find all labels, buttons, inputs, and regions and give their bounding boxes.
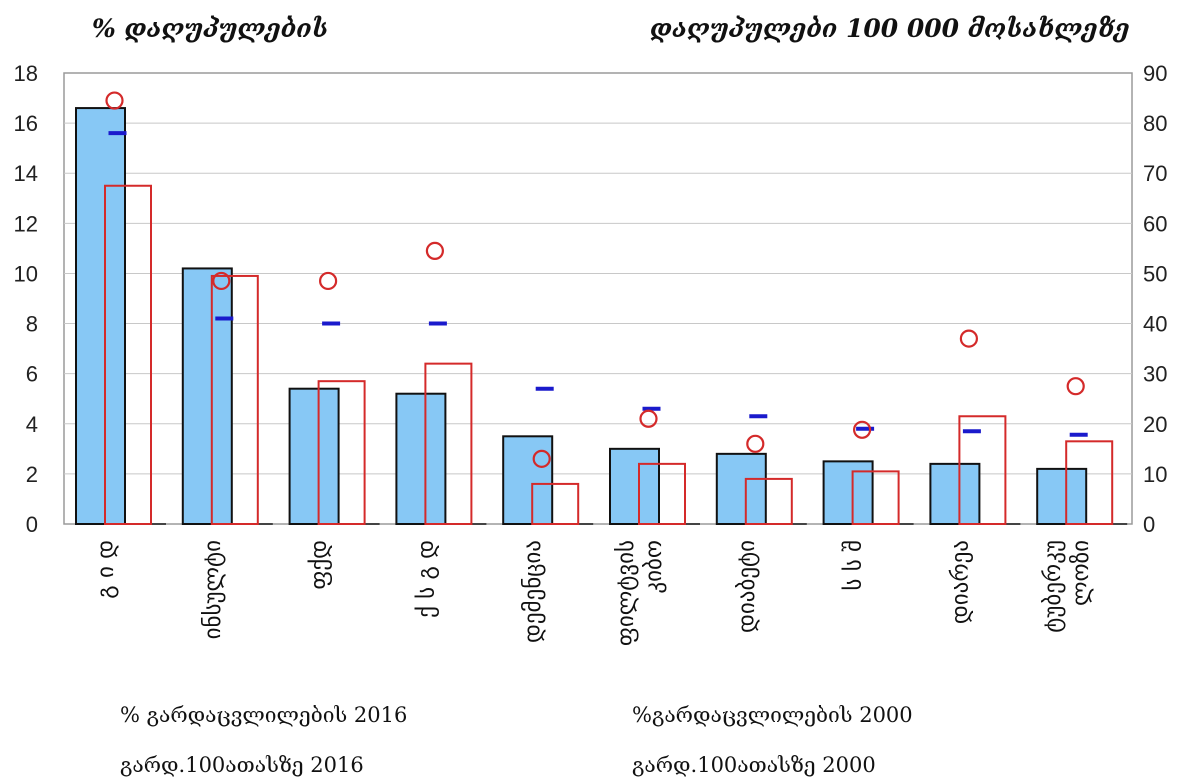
plot-area — [63, 72, 1133, 525]
bar-pct-2000 — [210, 274, 259, 526]
bar-pct-2016 — [288, 387, 340, 526]
category-label: ინსულტი — [200, 540, 226, 639]
left-tick-label: 4 — [26, 412, 38, 437]
marker-rate-2000 — [319, 271, 338, 291]
legend-entry-pct-2000: %გარდაცვლილების 2000 — [632, 703, 913, 727]
bar-pct-2000 — [1065, 440, 1114, 526]
right-tick-label: 80 — [1143, 111, 1167, 136]
category-label: გ ი დ — [93, 540, 119, 599]
bar-pct-2000 — [104, 184, 152, 525]
right-tick-label: 90 — [1143, 61, 1167, 86]
category-label: კიბო — [641, 540, 667, 594]
bar-pct-2000 — [744, 477, 793, 525]
marker-rate-2000 — [746, 434, 765, 453]
bar-pct-2016 — [181, 267, 233, 525]
marker-rate-2000 — [852, 420, 872, 439]
bar-pct-2016 — [715, 452, 767, 526]
right-tick-label: 60 — [1143, 211, 1167, 236]
right-tick-label: 30 — [1143, 362, 1167, 387]
left-axis-title: % დაღუპულების — [92, 14, 329, 43]
right-tick-label: 70 — [1143, 161, 1167, 186]
legend-entry-rate-2000: გარდ.100ათასზე 2000 — [632, 753, 876, 777]
bar-pct-2016 — [609, 447, 660, 526]
bar-pct-2000 — [531, 482, 580, 525]
marker-rate-2000 — [105, 91, 124, 110]
left-tick-label: 10 — [14, 261, 38, 286]
bar-pct-2000 — [424, 362, 473, 525]
marker-rate-2000 — [212, 271, 231, 291]
bar-pct-2000 — [638, 462, 686, 526]
category-label: ქ ს გ დ — [413, 540, 439, 618]
legend-entry-pct-2016: % გარდაცვლილების 2016 — [120, 703, 408, 727]
category-label: ს ს შ — [841, 540, 867, 591]
marker-rate-2000 — [425, 241, 444, 260]
marker-rate-2000 — [959, 329, 979, 348]
left-tick-label: 18 — [14, 61, 38, 86]
category-label: ლოზი — [1068, 540, 1094, 606]
bar-pct-2016 — [75, 107, 126, 525]
legend-entry-rate-2016: გარდ.100ათასზე 2016 — [120, 753, 364, 777]
bar-pct-2016 — [502, 435, 554, 525]
bar-pct-2000 — [317, 380, 366, 525]
category-label: დემენცია — [520, 540, 546, 643]
bar-pct-2000 — [958, 415, 1007, 525]
left-tick-label: 14 — [14, 161, 38, 186]
category-label: დიაბეტი — [734, 540, 760, 633]
right-tick-label: 10 — [1143, 462, 1167, 487]
right-axis-title: დაღუპულები 100 000 მოსახლეზე — [650, 14, 1130, 43]
category-label: ტუბერკუ — [1040, 540, 1066, 633]
category-label: ფქდ — [307, 540, 333, 590]
bar-pct-2016 — [929, 462, 981, 526]
left-tick-label: 12 — [14, 211, 38, 236]
right-tick-label: 50 — [1143, 261, 1167, 286]
right-tick-label: 20 — [1143, 412, 1167, 437]
bar-pct-2016 — [1036, 467, 1088, 525]
category-label: დიარეა — [947, 540, 973, 624]
left-tick-label: 0 — [26, 512, 38, 537]
right-tick-label: 40 — [1143, 312, 1167, 337]
left-tick-label: 16 — [14, 111, 38, 136]
left-tick-label: 2 — [26, 462, 38, 487]
left-tick-label: 6 — [26, 362, 38, 387]
left-tick-label: 8 — [26, 312, 38, 337]
right-tick-label: 0 — [1143, 512, 1155, 537]
category-label: ფილტვის — [613, 540, 639, 646]
bar-pct-2000 — [851, 470, 900, 525]
marker-rate-2000 — [1066, 377, 1085, 396]
marker-rate-2000 — [639, 409, 658, 428]
marker-rate-2000 — [532, 449, 551, 468]
bar-pct-2016 — [395, 392, 447, 526]
